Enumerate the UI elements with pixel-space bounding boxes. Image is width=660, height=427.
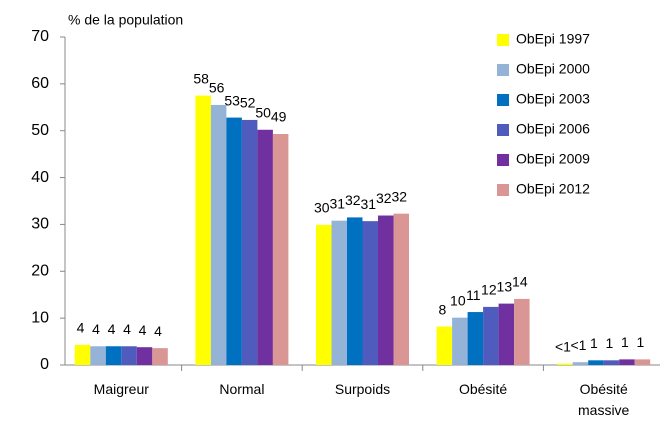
legend-label: ObEpi 2009 bbox=[516, 151, 590, 167]
legend-swatch bbox=[497, 94, 509, 106]
bar bbox=[241, 119, 258, 366]
value-label: <1 bbox=[555, 338, 571, 354]
value-label: 30 bbox=[314, 200, 330, 216]
y-tick-label: 40 bbox=[31, 169, 49, 186]
value-label: 58 bbox=[193, 70, 209, 86]
bar bbox=[467, 312, 484, 365]
y-tick-label: 70 bbox=[31, 28, 49, 45]
bar bbox=[105, 346, 122, 365]
legend-swatch bbox=[497, 184, 509, 196]
bar bbox=[272, 133, 289, 365]
value-label: 32 bbox=[345, 192, 361, 208]
bar bbox=[452, 317, 468, 365]
value-label: 10 bbox=[450, 292, 466, 308]
legend-label: ObEpi 2003 bbox=[516, 91, 590, 107]
x-tick-label: Normal bbox=[219, 381, 265, 397]
bar bbox=[634, 359, 651, 365]
legend-label: ObEpi 1997 bbox=[516, 31, 590, 47]
bar bbox=[347, 217, 363, 365]
value-label: 1 bbox=[637, 334, 645, 350]
legend-swatch bbox=[497, 154, 509, 166]
bar bbox=[436, 326, 453, 365]
x-tick-label: Surpoids bbox=[334, 381, 391, 397]
bar bbox=[152, 348, 168, 365]
bar bbox=[331, 220, 347, 365]
value-label: 31 bbox=[360, 196, 376, 212]
value-label: 1 bbox=[590, 335, 598, 351]
value-label: 11 bbox=[466, 287, 481, 303]
value-label: 53 bbox=[224, 92, 240, 108]
bar bbox=[514, 298, 530, 365]
x-tick-label: Maigreur bbox=[93, 381, 149, 397]
bar bbox=[257, 129, 273, 365]
value-label: 56 bbox=[209, 80, 225, 96]
y-tick-label: 0 bbox=[40, 356, 49, 373]
bar bbox=[226, 117, 242, 365]
bar bbox=[316, 224, 332, 365]
value-label: 12 bbox=[481, 282, 497, 298]
legend-swatch bbox=[497, 124, 509, 136]
bar bbox=[74, 344, 91, 365]
value-label: 4 bbox=[154, 323, 162, 339]
bar bbox=[498, 303, 515, 365]
legend-label: ObEpi 2000 bbox=[516, 61, 590, 77]
y-tick-label: 20 bbox=[31, 263, 49, 280]
bar bbox=[393, 213, 409, 365]
bar bbox=[210, 104, 227, 365]
value-label: 49 bbox=[271, 109, 287, 125]
y-tick-label: 50 bbox=[31, 122, 49, 139]
value-label: 13 bbox=[497, 278, 513, 294]
value-label: 32 bbox=[376, 190, 392, 206]
value-label: 32 bbox=[391, 188, 407, 204]
y-tick-label: 60 bbox=[31, 75, 49, 92]
value-label: <1 bbox=[570, 337, 586, 353]
legend-swatch bbox=[497, 34, 509, 46]
value-label: 1 bbox=[621, 334, 629, 350]
x-tick-label: Obésité massive bbox=[578, 381, 630, 418]
bar bbox=[136, 347, 153, 365]
value-label: 1 bbox=[606, 335, 614, 351]
value-label: 4 bbox=[92, 321, 100, 337]
value-label: 14 bbox=[512, 274, 528, 290]
bar bbox=[378, 215, 394, 365]
value-label: 8 bbox=[438, 301, 446, 317]
x-tick-label: Obésité bbox=[458, 381, 508, 397]
legend-swatch bbox=[497, 64, 509, 76]
bar bbox=[90, 346, 106, 365]
value-label: 31 bbox=[329, 195, 345, 211]
bar bbox=[557, 363, 573, 365]
bar bbox=[121, 346, 137, 365]
bar bbox=[588, 360, 604, 365]
value-label: 4 bbox=[77, 320, 85, 336]
y-tick-label: 10 bbox=[31, 309, 49, 326]
bar bbox=[362, 221, 378, 365]
value-label: 4 bbox=[108, 321, 116, 337]
bar bbox=[483, 306, 499, 365]
value-label: 4 bbox=[139, 322, 147, 338]
value-label: 50 bbox=[255, 104, 271, 120]
y-tick-label: 30 bbox=[31, 216, 49, 233]
legend-label: ObEpi 2012 bbox=[516, 181, 590, 197]
y-axis-label: % de la population bbox=[68, 12, 183, 28]
legend-label: ObEpi 2006 bbox=[516, 121, 590, 137]
bar bbox=[603, 360, 620, 365]
value-label: 4 bbox=[123, 321, 131, 337]
bar bbox=[572, 362, 589, 365]
bar bbox=[619, 359, 635, 365]
bar bbox=[195, 95, 211, 366]
value-label: 52 bbox=[240, 95, 256, 111]
